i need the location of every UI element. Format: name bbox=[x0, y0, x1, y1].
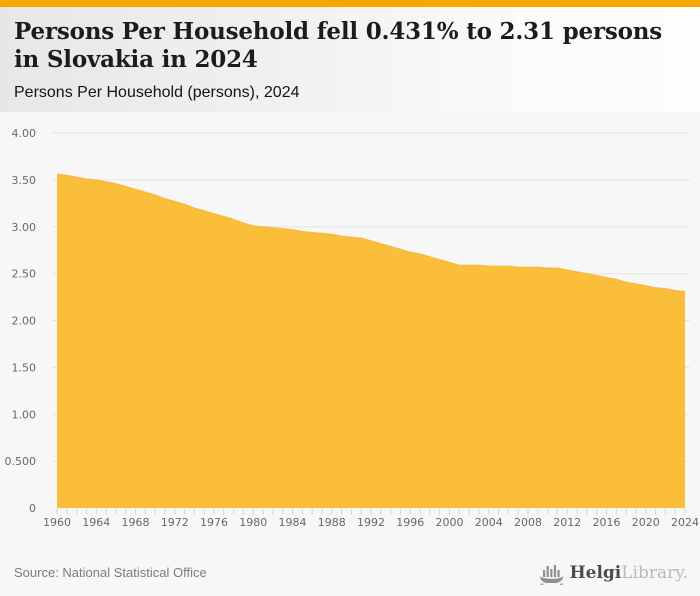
y-axis-label: 2.00 bbox=[12, 315, 37, 328]
x-axis-label: 1960 bbox=[43, 516, 71, 529]
x-axis-label: 1964 bbox=[82, 516, 110, 529]
y-axis-label: 0 bbox=[29, 502, 36, 515]
viking-ship-icon bbox=[539, 565, 564, 585]
y-axis-label: 1.50 bbox=[12, 361, 37, 374]
y-axis-label: 3.50 bbox=[12, 174, 37, 187]
x-axis-label: 1980 bbox=[239, 516, 267, 529]
brand-text: HelgiLibrary. bbox=[570, 563, 688, 583]
x-axis-label: 1992 bbox=[357, 516, 385, 529]
x-axis-label: 1984 bbox=[279, 516, 307, 529]
x-axis-label: 2008 bbox=[514, 516, 542, 529]
chart-header: Persons Per Household fell 0.431% to 2.3… bbox=[0, 7, 700, 112]
source-text: Source: National Statistical Office bbox=[14, 565, 207, 580]
x-axis-label: 1968 bbox=[122, 516, 150, 529]
page-subtitle: Persons Per Household (persons), 2024 bbox=[14, 84, 300, 101]
area-series bbox=[57, 174, 685, 509]
x-axis-label: 1988 bbox=[318, 516, 346, 529]
x-axis-label: 2024 bbox=[671, 516, 699, 529]
x-axis-label: 2012 bbox=[553, 516, 581, 529]
brand-secondary: Library. bbox=[621, 563, 688, 583]
y-axis-label: 2.50 bbox=[12, 268, 37, 281]
x-axis-label: 1972 bbox=[161, 516, 189, 529]
page-title: Persons Per Household fell 0.431% to 2.3… bbox=[14, 18, 662, 73]
y-axis-label: 4.00 bbox=[12, 127, 37, 140]
chart-area: 1960 1964 1968 1972 1976 1980 1984 1988 1992 1996… bbox=[0, 112, 700, 550]
chart-canvas: 1960 1964 1968 1972 1976 1980 1984 1988 1992 1996… bbox=[5, 127, 700, 529]
x-axis-label: 2016 bbox=[593, 516, 621, 529]
x-axis-label: 1996 bbox=[396, 516, 424, 529]
area-top-edge bbox=[56, 173, 686, 293]
helgi-library-logo[interactable]: HelgiLibrary. bbox=[539, 560, 688, 586]
x-axis-label: 2004 bbox=[475, 516, 503, 529]
x-axis-label: 2000 bbox=[436, 516, 464, 529]
y-axis-label: 0.500 bbox=[5, 455, 37, 468]
accent-top-bar bbox=[0, 0, 700, 7]
x-axis-label: 2020 bbox=[632, 516, 660, 529]
footer-bar: Source: National Statistical Office Helg… bbox=[0, 550, 700, 596]
y-axis-label: 1.00 bbox=[12, 408, 37, 421]
x-axis-label: 1976 bbox=[200, 516, 228, 529]
brand-primary: Helgi bbox=[569, 563, 622, 583]
y-axis-label: 3.00 bbox=[12, 221, 37, 234]
